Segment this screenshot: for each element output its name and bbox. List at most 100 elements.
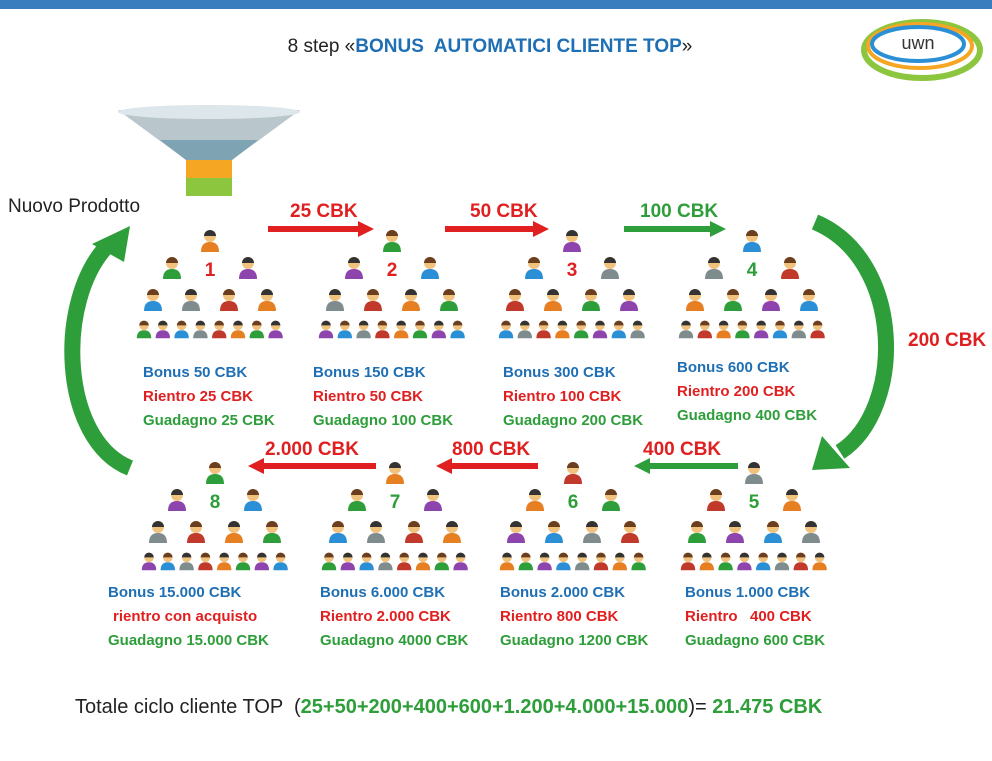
person-hair: [803, 289, 815, 295]
person-hair: [324, 553, 334, 558]
person-hair: [166, 257, 178, 263]
step-rientro: Rientro 100 CBK: [503, 388, 622, 405]
person-icon: [679, 321, 693, 339]
person-icon: [525, 257, 543, 279]
person-hair: [351, 489, 363, 495]
person-icon: [737, 553, 751, 571]
person-hair: [182, 553, 192, 558]
person-hair: [348, 257, 360, 263]
person-hair: [794, 321, 804, 326]
person-icon: [526, 489, 544, 511]
person-hair: [204, 230, 216, 236]
step-bonus: Bonus 15.000 CBK: [108, 584, 242, 601]
person-hair: [633, 321, 643, 326]
person-body: [602, 501, 620, 511]
person-hair: [340, 321, 350, 326]
person-body: [556, 562, 570, 570]
person-body: [432, 330, 446, 338]
person-body: [612, 330, 626, 338]
person-hair: [510, 521, 522, 527]
step-rientro: Rientro 400 CBK: [685, 608, 812, 625]
person-icon: [356, 321, 370, 339]
person-icon: [631, 553, 645, 571]
person-icon: [545, 521, 563, 543]
person-body: [630, 330, 644, 338]
step-bonus: Bonus 6.000 CBK: [320, 584, 445, 601]
person-icon: [620, 289, 638, 311]
person-hair: [740, 553, 750, 558]
person-icon: [781, 257, 799, 279]
person-body: [686, 301, 704, 311]
person-icon: [193, 321, 207, 339]
person-icon: [724, 289, 742, 311]
person-icon: [440, 289, 458, 311]
person-icon: [555, 321, 569, 339]
person-icon: [386, 462, 404, 484]
person-hair: [405, 289, 417, 295]
person-hair: [691, 521, 703, 527]
person-hair: [683, 553, 693, 558]
person-icon: [319, 321, 333, 339]
person-icon: [688, 521, 706, 543]
person-icon: [735, 321, 749, 339]
person-body: [348, 501, 366, 511]
person-icon: [432, 321, 446, 339]
person-body: [621, 533, 639, 543]
person-hair: [367, 289, 379, 295]
top-bar: [0, 0, 992, 9]
person-icon: [217, 553, 231, 571]
title-emphasis: BONUS AUTOMATICI CLIENTE TOP: [355, 36, 682, 57]
person-icon: [421, 257, 439, 279]
person-body: [506, 301, 524, 311]
person-icon: [612, 321, 626, 339]
person-icon: [402, 289, 420, 311]
person-hair: [596, 553, 606, 558]
person-body: [435, 562, 449, 570]
transfer-label: 100 CBK: [640, 201, 718, 222]
person-hair: [566, 230, 578, 236]
person-icon: [794, 553, 808, 571]
transfer-label: 2.000 CBK: [265, 439, 359, 460]
person-icon: [745, 462, 763, 484]
person-hair: [586, 521, 598, 527]
person-hair: [605, 489, 617, 495]
step-rientro: Rientro 25 CBK: [143, 388, 253, 405]
logo-text: uwn: [901, 33, 934, 53]
person-hair: [177, 321, 187, 326]
person-body: [735, 330, 749, 338]
transfer-label: 800 CBK: [452, 439, 530, 460]
person-body: [258, 301, 276, 311]
person-body: [378, 562, 392, 570]
person-body: [359, 562, 373, 570]
person-icon: [258, 289, 276, 311]
title-prefix: 8 step «: [288, 36, 356, 57]
person-body: [142, 562, 156, 570]
person-body: [564, 474, 582, 484]
person-icon: [582, 289, 600, 311]
person-hair: [719, 321, 729, 326]
person-icon: [518, 321, 532, 339]
person-icon: [348, 489, 366, 511]
person-icon: [764, 521, 782, 543]
step-guadagno: Guadagno 15.000 CBK: [108, 632, 269, 649]
person-icon: [255, 553, 269, 571]
person-icon: [329, 521, 347, 543]
person-body: [781, 269, 799, 279]
person-icon: [345, 257, 363, 279]
person-hair: [559, 553, 569, 558]
person-body: [273, 562, 287, 570]
person-icon: [231, 321, 245, 339]
person-body: [367, 533, 385, 543]
step-number: 1: [205, 260, 216, 281]
person-icon: [700, 553, 714, 571]
person-icon: [268, 321, 282, 339]
person-hair: [689, 289, 701, 295]
person-icon: [762, 289, 780, 311]
step-guadagno: Guadagno 200 CBK: [503, 412, 643, 429]
person-hair: [681, 321, 691, 326]
person-body: [718, 562, 732, 570]
person-icon: [137, 321, 151, 339]
person-hair: [209, 462, 221, 468]
person-icon: [810, 321, 824, 339]
person-icon: [174, 321, 188, 339]
